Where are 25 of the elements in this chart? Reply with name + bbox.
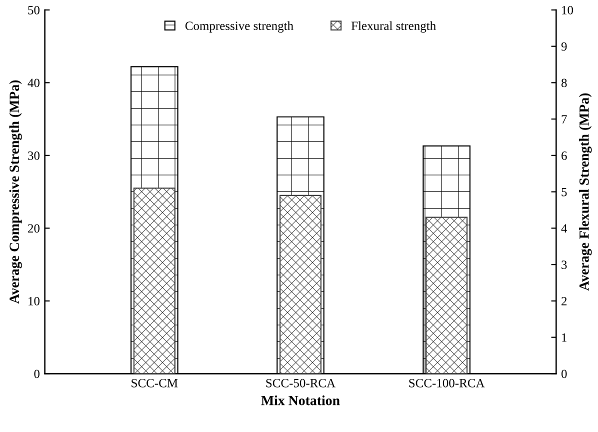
y2-tick-label: 6 bbox=[562, 151, 567, 160]
y2-tick-label: 10 bbox=[562, 6, 574, 14]
x-axis-title: Mix Notation bbox=[261, 395, 340, 406]
y2-tick-label: 7 bbox=[562, 115, 567, 124]
y2-tick-label: 3 bbox=[562, 260, 567, 270]
legend-label: Compressive strength bbox=[185, 21, 294, 33]
x-tick-label: SCC-100-RCA bbox=[409, 378, 485, 388]
y2-tick-label: 4 bbox=[561, 224, 568, 233]
y2-tick-label: 8 bbox=[561, 78, 567, 88]
y2-tick-label: 1 bbox=[562, 333, 566, 342]
x-tick-label: SCC-50-RCA bbox=[266, 378, 336, 388]
legend-label: Flexural strength bbox=[351, 21, 436, 33]
y2-tick-label: 9 bbox=[561, 42, 567, 51]
y-tick-label: 50 bbox=[28, 6, 40, 14]
y-axis-title: Average Compressive Strength (MPa) bbox=[9, 80, 22, 304]
y2-tick-label: 2 bbox=[562, 296, 567, 306]
y-tick-label: 0 bbox=[34, 370, 40, 378]
y-tick-label: 10 bbox=[28, 296, 40, 306]
y-tick-label: 40 bbox=[28, 78, 40, 88]
y-tick-label: 30 bbox=[28, 151, 40, 160]
y-tick-label: 20 bbox=[28, 224, 40, 233]
x-tick-label: SCC-CM bbox=[132, 378, 178, 388]
y2-axis-title: Average Flexural Strength (MPa) bbox=[579, 93, 592, 291]
y2-tick-label: 5 bbox=[562, 188, 567, 196]
y2-tick-label: 0 bbox=[561, 370, 567, 378]
